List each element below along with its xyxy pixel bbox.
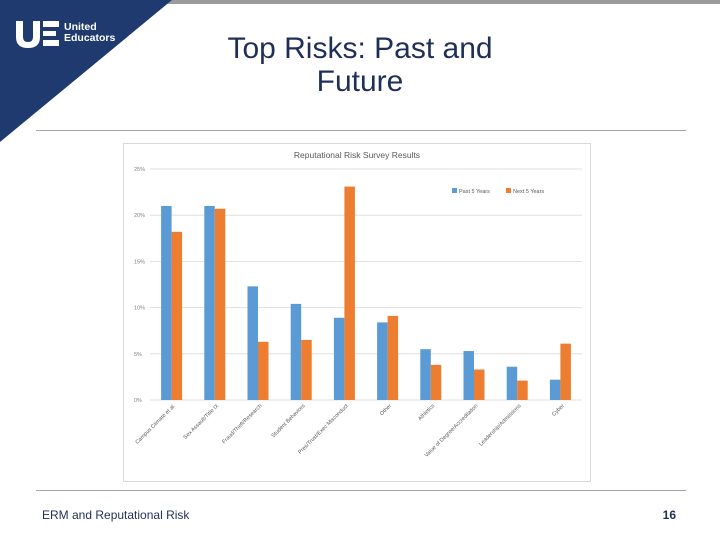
bar-next-8 [517,380,528,400]
bar-past-9 [549,379,561,400]
top-accent-bar [0,0,720,4]
bar-next-6 [430,364,442,400]
bar-next-7 [474,369,485,400]
chart-frame: Reputational Risk Survey Results 0% 5% 10%… [123,143,591,482]
bar-layer [161,186,571,400]
logo-line-2: Educators [64,32,116,44]
title-divider [36,130,686,131]
y-tick-label: 15% [134,259,145,265]
bar-next-3 [301,339,312,400]
x-category-label: Other [379,403,393,417]
logo-wordmark: United Educators [64,22,115,44]
bar-past-5 [377,322,388,400]
y-tick-label: 10% [134,306,145,312]
bar-past-6 [420,349,431,400]
page-number: 16 [662,508,676,522]
x-category-label: Fraud/Theft/Research [221,403,263,445]
reputational-risk-chart: Reputational Risk Survey Results 0% 5% 10%… [134,150,582,459]
bar-past-7 [463,351,474,400]
legend: Past 5 Years Next 5 Years [452,188,544,195]
footer-divider [36,490,686,491]
bar-past-1 [204,205,215,400]
bar-past-0 [161,205,172,400]
footer-text: ERM and Reputational Risk [42,508,190,522]
bar-past-8 [506,366,518,400]
bar-next-5 [387,315,399,400]
bar-past-4 [333,317,345,400]
logo-line-1: United [64,21,97,33]
united-educators-logo: United Educators [14,18,115,48]
x-category-label: Value of Degree/Accreditation [424,403,480,459]
slide-title: Top Risks: Past and Future [227,32,493,98]
bar-next-2 [258,341,269,400]
y-tick-label: 5% [134,352,142,358]
chart-title: Reputational Risk Survey Results [294,150,420,160]
x-category-label: Campus Climate et al. [135,403,178,446]
bar-past-3 [290,303,302,400]
bar-next-1 [214,208,226,400]
x-category-label: Leadership/Admissions [478,403,523,448]
ue-logo-icon [16,21,59,48]
y-tick-label: 25% [134,167,145,173]
legend-swatch [452,188,457,193]
x-category-label: Sex Assault/Title IX [183,403,221,441]
x-category-label: Pres/Trust/Exec Misconduct [297,403,350,456]
x-category-label: Cyber [551,403,566,418]
y-tick-label: 20% [134,213,145,219]
legend-label: Next 5 Years [513,189,544,195]
x-category-label: Athletics [417,403,436,422]
bar-next-0 [171,231,183,400]
x-category-label: Student Behaviors [271,403,307,439]
legend-label: Past 5 Years [459,189,490,195]
bar-next-4 [344,186,355,400]
bar-past-2 [247,286,258,400]
legend-swatch [506,188,511,193]
bar-next-9 [560,343,571,400]
y-tick-label: 0% [134,398,142,404]
